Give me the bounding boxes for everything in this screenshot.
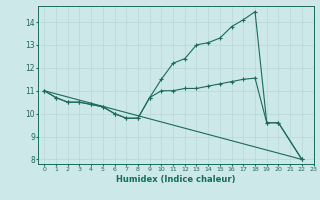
- X-axis label: Humidex (Indice chaleur): Humidex (Indice chaleur): [116, 175, 236, 184]
